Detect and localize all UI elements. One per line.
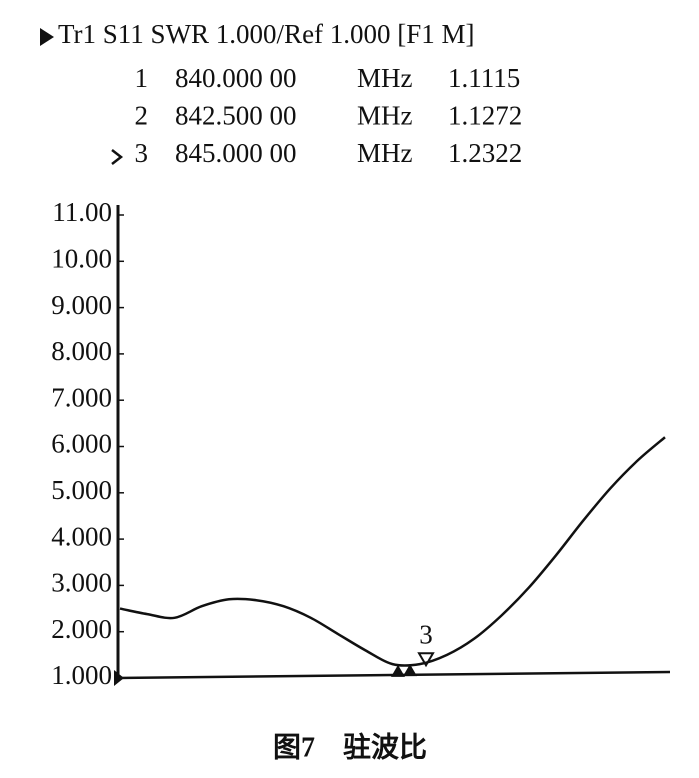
marker-frequency: 842.500 00	[175, 101, 297, 131]
y-tick-label: 2.000	[51, 614, 112, 644]
y-tick-label: 6.000	[51, 429, 112, 459]
marker-number: 2	[135, 101, 149, 131]
marker-number: 3	[135, 138, 149, 168]
header: Tr1 S11 SWR 1.000/Ref 1.000 [F1 M]	[58, 19, 475, 49]
marker-symbol	[391, 664, 405, 677]
marker-symbol	[403, 664, 417, 677]
marker-label: 3	[419, 619, 433, 649]
marker-frequency: 845.000 00	[175, 138, 297, 168]
marker-value: 1.1115	[448, 63, 520, 93]
swr-trace	[119, 436, 666, 667]
marker-value: 1.1272	[448, 101, 522, 131]
caption: 图7 驻波比	[273, 731, 427, 763]
y-tick-label: 1.000	[51, 660, 112, 690]
marker-symbol	[417, 652, 435, 668]
y-tick-label: 9.000	[51, 290, 112, 320]
y-tick-label: 11.00	[52, 197, 112, 227]
y-tick-label: 10.00	[51, 244, 112, 274]
y-tick-label: 5.000	[51, 475, 112, 505]
marker-frequency: 840.000 00	[175, 63, 297, 93]
active-marker-indicator	[111, 149, 124, 165]
marker-unit: MHz	[357, 101, 413, 131]
marker-number: 1	[135, 63, 149, 93]
y-tick-label: 8.000	[51, 336, 112, 366]
y-tick-label: 7.000	[51, 382, 112, 412]
trace-indicator	[40, 28, 54, 46]
y-tick-label: 3.000	[51, 568, 112, 598]
y-tick-label: 4.000	[51, 521, 112, 551]
marker-unit: MHz	[357, 63, 413, 93]
marker-unit: MHz	[357, 138, 413, 168]
marker-value: 1.2322	[448, 138, 522, 168]
